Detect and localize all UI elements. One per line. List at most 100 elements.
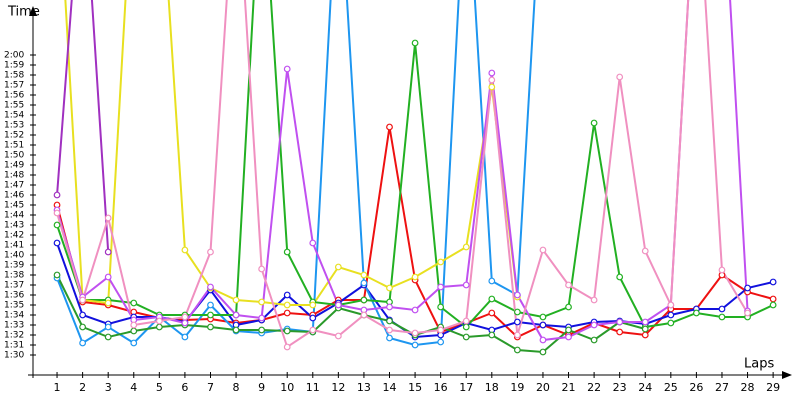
point <box>386 317 393 325</box>
y-tick-label: 1:44 <box>4 211 24 221</box>
point <box>79 296 87 304</box>
y-tick-label: 1:32 <box>4 331 24 341</box>
point <box>181 313 189 321</box>
point <box>667 301 675 309</box>
point <box>513 346 521 354</box>
y-tick-label: 1:53 <box>4 121 24 131</box>
point <box>104 214 112 222</box>
point <box>104 333 112 341</box>
y-tick-label: 1:39 <box>4 261 24 271</box>
x-tick-label: 17 <box>459 381 473 394</box>
point <box>718 305 726 313</box>
x-tick-label: 14 <box>383 381 397 394</box>
point <box>53 271 61 279</box>
point <box>437 338 445 346</box>
x-tick-label: 9 <box>258 381 265 394</box>
x-tick-label: 3 <box>105 381 112 394</box>
point <box>258 298 266 306</box>
x-tick-label: 1 <box>54 381 61 394</box>
point <box>565 303 572 311</box>
point <box>718 313 726 321</box>
y-tick-label: 1:54 <box>4 111 24 121</box>
x-tick-label: 8 <box>233 381 240 394</box>
point <box>258 265 266 273</box>
x-axis-arrow <box>782 371 792 379</box>
y-tick-label: 1:33 <box>4 321 24 331</box>
y-tick-label: 1:48 <box>4 171 24 181</box>
point <box>769 278 777 286</box>
point <box>437 258 445 266</box>
point <box>386 284 393 292</box>
point <box>616 73 624 81</box>
point <box>207 311 214 319</box>
point <box>744 284 751 292</box>
point <box>258 314 266 322</box>
point <box>53 209 61 217</box>
y-tick-label: 1:56 <box>4 91 24 101</box>
y-axis-title: Time <box>7 5 40 20</box>
point <box>283 65 291 73</box>
point <box>769 301 777 309</box>
point <box>462 323 470 331</box>
point <box>616 318 624 326</box>
point <box>590 321 598 329</box>
x-tick-label: 19 <box>510 381 524 394</box>
point <box>283 343 291 351</box>
point <box>130 299 138 307</box>
point <box>513 308 521 316</box>
y-tick-label: 1:31 <box>4 341 24 351</box>
point <box>488 295 496 303</box>
point <box>53 239 61 247</box>
point <box>334 332 342 340</box>
point <box>360 279 368 287</box>
y-tick-label: 1:51 <box>4 141 24 151</box>
point <box>462 333 470 341</box>
x-axis-title: Laps <box>744 357 774 372</box>
point <box>360 296 368 304</box>
point <box>283 291 291 299</box>
point <box>104 299 112 307</box>
point <box>309 239 317 247</box>
point <box>360 311 368 319</box>
point <box>488 83 496 91</box>
point <box>104 273 112 281</box>
y-tick-label: 1:49 <box>4 161 24 171</box>
point <box>411 39 419 47</box>
point <box>590 119 598 127</box>
point <box>718 266 726 274</box>
point <box>309 301 317 309</box>
point <box>692 309 700 317</box>
point <box>309 314 317 322</box>
point <box>232 311 240 319</box>
point <box>590 296 598 304</box>
y-tick-label: 1:47 <box>4 181 24 191</box>
x-tick-label: 6 <box>181 381 188 394</box>
point <box>641 318 649 326</box>
y-tick-label: 1:43 <box>4 221 24 231</box>
y-axis-arrow <box>29 6 37 16</box>
y-tick-label: 1:58 <box>4 71 24 81</box>
point <box>539 336 547 344</box>
point <box>411 306 419 314</box>
point <box>104 323 112 331</box>
y-tick-label: 1:37 <box>4 281 24 291</box>
point <box>232 326 240 334</box>
x-tick-label: 29 <box>766 381 780 394</box>
point <box>283 248 291 256</box>
y-tick-label: 1:45 <box>4 201 24 211</box>
point <box>386 334 393 342</box>
x-tick-label: 16 <box>434 381 448 394</box>
point <box>155 323 163 331</box>
point <box>232 296 240 304</box>
point <box>386 303 393 311</box>
x-tick-label: 23 <box>613 381 627 394</box>
x-tick-label: 20 <box>536 381 550 394</box>
y-tick-label: 1:40 <box>4 251 24 261</box>
point <box>667 319 675 327</box>
point <box>53 221 61 229</box>
series-line <box>56 126 774 339</box>
x-tick-label: 28 <box>741 381 755 394</box>
point <box>590 336 598 344</box>
point <box>488 277 496 285</box>
